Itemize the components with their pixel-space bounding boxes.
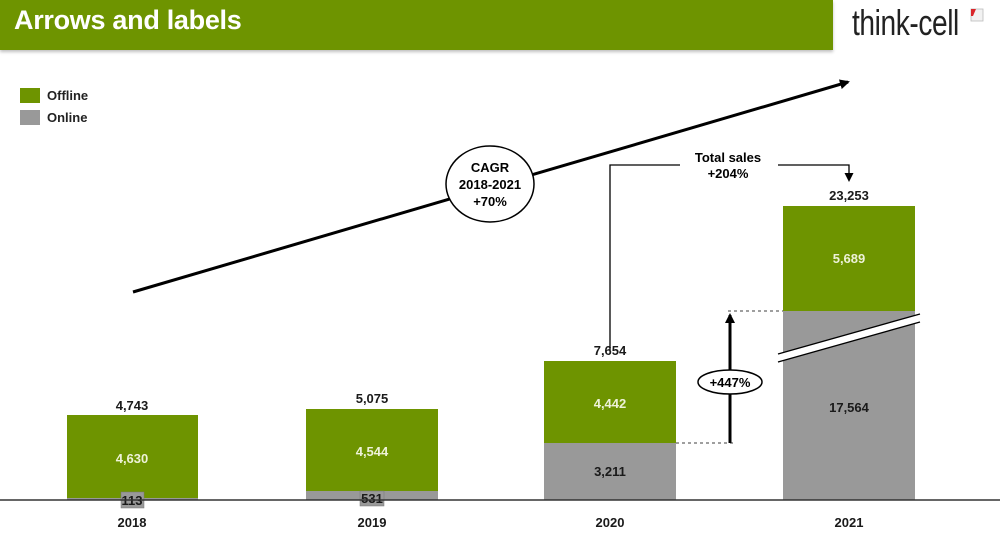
page-title: Arrows and labels [14, 5, 242, 35]
legend-label: Online [47, 109, 88, 125]
svg-text:2018: 2018 [118, 515, 147, 530]
svg-text:5,689: 5,689 [833, 251, 866, 266]
bar-2019: 5,075 4,544 531 2019 [306, 391, 438, 530]
logo-icon [970, 8, 984, 22]
total-sales-arrow [778, 164, 854, 182]
total-sales-value: +204% [708, 166, 749, 181]
axis-break [778, 314, 920, 362]
svg-text:CAGR: CAGR [471, 160, 510, 175]
total-sales-connector [609, 164, 680, 350]
svg-text:5,075: 5,075 [356, 391, 389, 406]
legend-item-online: Online [20, 106, 88, 128]
svg-text:531: 531 [361, 491, 383, 506]
bar-2018: 4,743 4,630 113 2018 [67, 398, 198, 530]
svg-text:17,564: 17,564 [829, 400, 870, 415]
bar-2020: 7,654 4,442 3,211 2020 [544, 343, 676, 530]
svg-text:2019: 2019 [358, 515, 387, 530]
legend-swatch-online [20, 109, 40, 125]
legend-item-offline: Offline [20, 84, 88, 106]
svg-text:+447%: +447% [710, 375, 751, 390]
svg-text:4,743: 4,743 [116, 398, 149, 413]
think-cell-logo: think-cell [852, 2, 959, 43]
chart-legend: Offline Online [20, 84, 88, 128]
svg-text:3,211: 3,211 [594, 464, 626, 479]
svg-text:2018-2021: 2018-2021 [459, 177, 521, 192]
cagr-bubble: CAGR 2018-2021 +70% [445, 145, 535, 223]
header-bar: Arrows and labels [0, 0, 833, 50]
svg-text:7,654: 7,654 [594, 343, 627, 358]
bar-2021: 23,253 5,689 17,564 2021 [777, 188, 921, 530]
svg-text:+70%: +70% [473, 194, 507, 209]
svg-text:4,442: 4,442 [594, 396, 627, 411]
total-sales-label: Total sales [695, 150, 761, 165]
online-growth-bubble: +447% [697, 369, 763, 395]
svg-text:2020: 2020 [596, 515, 625, 530]
svg-text:2021: 2021 [835, 515, 864, 530]
legend-label: Offline [47, 87, 89, 103]
svg-text:23,253: 23,253 [829, 188, 869, 203]
svg-text:4,544: 4,544 [356, 444, 389, 459]
legend-swatch-offline [20, 87, 40, 103]
svg-text:4,630: 4,630 [116, 451, 149, 466]
